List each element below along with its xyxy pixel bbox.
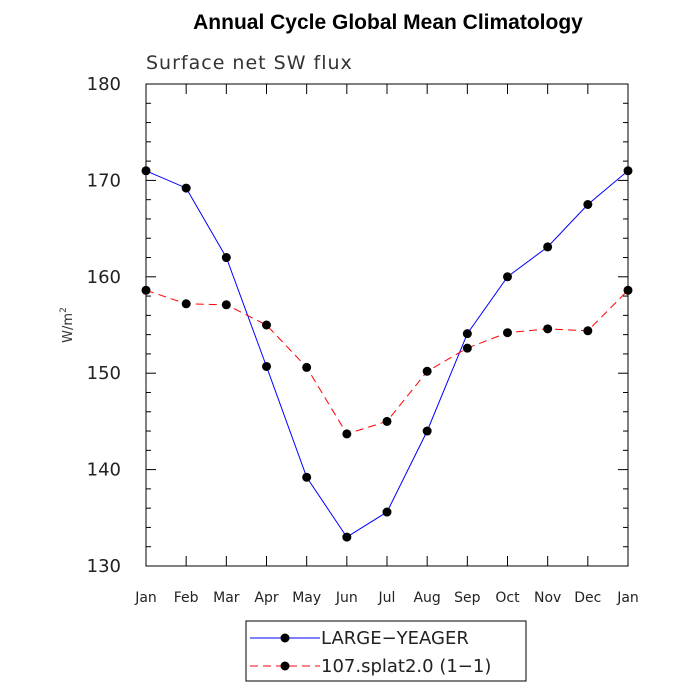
y-major-ticks — [146, 83, 628, 567]
x-tick-label: Feb — [174, 590, 199, 606]
x-tick-label: Sep — [454, 590, 481, 606]
series-line — [145, 170, 629, 538]
data-point — [181, 299, 191, 309]
axis-frame — [145, 83, 629, 567]
y-axis-label: W/m2 — [59, 307, 76, 343]
y-tick-label: 170 — [87, 170, 121, 191]
data-point — [181, 183, 191, 193]
legend-box — [245, 620, 527, 682]
data-point — [543, 242, 553, 252]
y-tick-labels: 130 140 150 160 170 180 — [87, 74, 121, 577]
legend-marker — [280, 633, 290, 643]
y-tick-label: 140 — [87, 460, 121, 481]
y-axis-label-superscript: 2 — [59, 307, 69, 313]
x-tick-label: Aug — [413, 590, 440, 606]
data-point — [583, 326, 593, 336]
x-tick-label: Jan — [616, 590, 639, 606]
data-point — [462, 329, 472, 339]
data-point — [543, 324, 553, 334]
y-tick-label: 160 — [87, 267, 121, 288]
series-2 — [141, 285, 633, 439]
plot-area — [141, 83, 633, 567]
x-ticks — [145, 84, 629, 566]
data-point — [342, 532, 352, 542]
y-minor-ticks — [146, 102, 628, 548]
data-point — [462, 343, 472, 353]
chart-title: Annual Cycle Global Mean Climatology — [193, 11, 583, 34]
data-point — [262, 320, 271, 330]
x-tick-label: Nov — [534, 590, 561, 606]
x-tick-labels: Jan Feb Mar Apr May Jun Jul Aug Sep Oct Nov Dec Jan — [134, 590, 639, 606]
x-tick-label: Mar — [213, 590, 240, 606]
x-tick-label: Jan — [134, 590, 157, 606]
data-point — [302, 362, 312, 372]
y-axis-label-text: W/m — [61, 313, 76, 343]
x-tick-label: Jul — [378, 590, 396, 606]
data-point — [623, 166, 633, 176]
x-tick-label: May — [292, 590, 321, 606]
x-tick-label: Jun — [335, 590, 358, 606]
data-point — [141, 166, 151, 176]
series-1 — [141, 166, 633, 542]
data-point — [382, 507, 392, 517]
data-point — [422, 426, 432, 436]
data-point — [623, 285, 633, 295]
legend: LARGE−YEAGER 107.splat2.0 (1−1) — [245, 620, 527, 682]
y-tick-label: 150 — [87, 363, 121, 384]
legend-marker — [280, 661, 290, 671]
data-point — [221, 253, 231, 263]
x-tick-label: Oct — [495, 590, 520, 606]
data-point — [302, 472, 312, 482]
data-point — [141, 285, 151, 295]
chart-subtitle: Surface net SW flux — [146, 52, 353, 74]
legend-label: 107.splat2.0 (1−1) — [321, 656, 491, 677]
x-tick-label: Apr — [254, 590, 278, 606]
data-point — [221, 300, 231, 310]
data-point — [503, 272, 512, 282]
data-point — [583, 200, 593, 209]
series-line — [145, 289, 629, 435]
data-point — [342, 429, 352, 439]
legend-items: LARGE−YEAGER 107.splat2.0 (1−1) — [250, 628, 491, 677]
series-layer — [141, 166, 633, 542]
x-tick-label: Dec — [574, 590, 601, 606]
legend-label: LARGE−YEAGER — [321, 628, 469, 649]
y-tick-label: 130 — [87, 556, 121, 577]
data-point — [422, 366, 432, 376]
data-point — [262, 361, 271, 371]
y-tick-label: 180 — [87, 74, 121, 95]
data-point — [503, 328, 512, 338]
data-point — [382, 416, 392, 426]
